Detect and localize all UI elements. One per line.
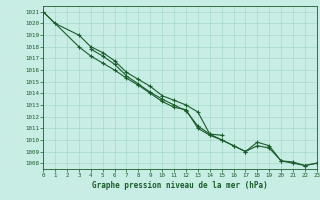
X-axis label: Graphe pression niveau de la mer (hPa): Graphe pression niveau de la mer (hPa) (92, 181, 268, 190)
